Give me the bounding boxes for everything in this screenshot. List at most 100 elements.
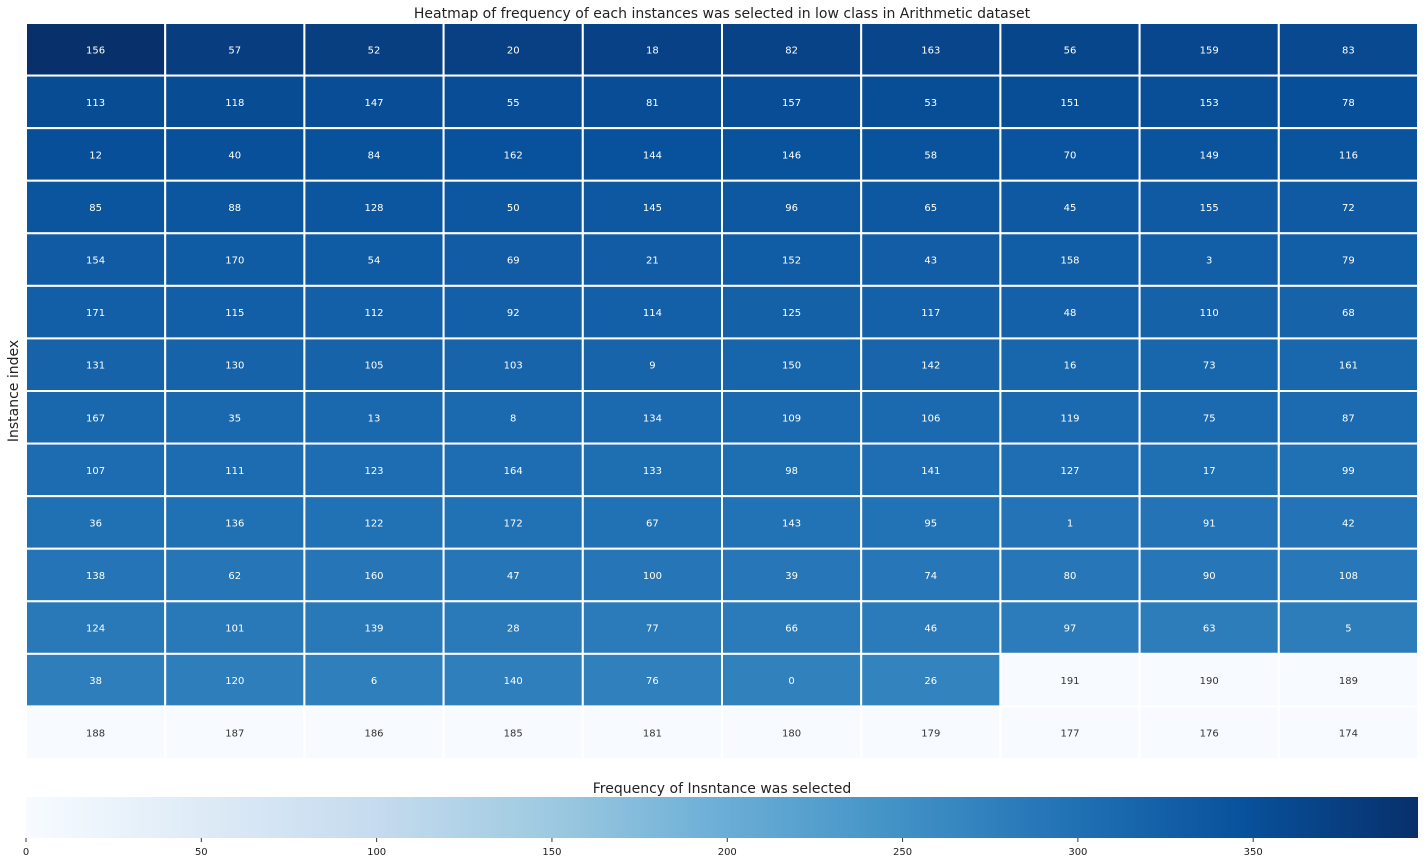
heatmap-cell bbox=[860, 232, 1002, 287]
cell-label: 53 bbox=[924, 98, 937, 109]
heatmap-cell bbox=[999, 74, 1141, 130]
cell-label: 151 bbox=[1060, 98, 1079, 109]
cell-label: 91 bbox=[1203, 518, 1216, 529]
cell-label: 52 bbox=[368, 45, 381, 56]
heatmap-cell bbox=[1277, 22, 1420, 77]
cell-label: 20 bbox=[507, 45, 520, 56]
cell-label: 67 bbox=[646, 518, 659, 529]
heatmap-cell bbox=[1138, 600, 1280, 655]
cell-label: 38 bbox=[89, 676, 102, 687]
cell-label: 115 bbox=[225, 308, 244, 319]
colorbar-tick-label: 350 bbox=[1244, 847, 1263, 858]
cell-label: 63 bbox=[1203, 624, 1216, 635]
cell-label: 123 bbox=[364, 466, 383, 477]
cell-label: 187 bbox=[225, 729, 244, 740]
cell-label: 21 bbox=[646, 256, 659, 267]
heatmap-cell bbox=[999, 600, 1141, 655]
cell-label: 42 bbox=[1342, 518, 1355, 529]
cell-label: 112 bbox=[364, 308, 383, 319]
cell-label: 176 bbox=[1200, 729, 1219, 740]
cell-label: 125 bbox=[782, 308, 801, 319]
heatmap-cell bbox=[581, 547, 723, 603]
heatmap-cell bbox=[1277, 600, 1420, 655]
heatmap-cell bbox=[164, 652, 306, 708]
heatmap-cell bbox=[25, 127, 167, 182]
cell-label: 48 bbox=[1064, 308, 1077, 319]
cell-label: 161 bbox=[1339, 361, 1358, 372]
cell-label: 68 bbox=[1342, 308, 1355, 319]
cell-label: 95 bbox=[924, 518, 937, 529]
heatmap-cell bbox=[1277, 127, 1420, 182]
cell-label: 144 bbox=[643, 150, 662, 161]
heatmap-cell bbox=[999, 442, 1141, 498]
cell-label: 146 bbox=[782, 150, 801, 161]
colorbar-label: Frequency of Insntance was selected bbox=[593, 781, 851, 797]
cell-label: 13 bbox=[368, 413, 381, 424]
cell-label: 35 bbox=[228, 413, 241, 424]
heatmap-cell bbox=[1138, 74, 1280, 130]
cell-label: 72 bbox=[1342, 203, 1355, 214]
cell-label: 142 bbox=[921, 361, 940, 372]
cell-label: 118 bbox=[225, 98, 244, 109]
heatmap-cell bbox=[581, 495, 723, 550]
heatmap-cell bbox=[1138, 232, 1280, 287]
heatmap-cell bbox=[999, 390, 1141, 445]
heatmap-cell bbox=[25, 22, 167, 77]
heatmap-cell bbox=[1138, 705, 1280, 761]
cell-label: 113 bbox=[86, 98, 105, 109]
heatmap-cell bbox=[1277, 232, 1420, 287]
heatmap-cell bbox=[25, 652, 167, 708]
heatmap-cell bbox=[164, 390, 306, 445]
heatmap-cell bbox=[25, 705, 167, 761]
cell-label: 147 bbox=[364, 98, 383, 109]
cell-label: 107 bbox=[86, 466, 105, 477]
heatmap-cell bbox=[164, 232, 306, 287]
cell-label: 81 bbox=[646, 98, 659, 109]
heatmap-cell bbox=[25, 337, 167, 392]
heatmap-cell bbox=[721, 600, 863, 655]
heatmap-cell bbox=[25, 495, 167, 550]
cell-label: 177 bbox=[1060, 729, 1079, 740]
heatmap-cell bbox=[1277, 547, 1420, 603]
cell-label: 156 bbox=[86, 45, 105, 56]
colorbar-tick-label: 300 bbox=[1068, 847, 1087, 858]
cell-label: 69 bbox=[507, 256, 520, 267]
heatmap-cell bbox=[1138, 337, 1280, 392]
heatmap-cell bbox=[1138, 127, 1280, 182]
cell-label: 111 bbox=[225, 466, 244, 477]
cell-label: 154 bbox=[86, 256, 105, 267]
heatmap-cell bbox=[442, 705, 584, 761]
cell-label: 116 bbox=[1339, 150, 1358, 161]
heatmap-cell bbox=[442, 652, 584, 708]
heatmap-cell bbox=[860, 74, 1002, 130]
heatmap-cell bbox=[999, 705, 1141, 761]
heatmap-cell bbox=[164, 547, 306, 603]
heatmap-cell bbox=[303, 390, 445, 445]
cell-label: 139 bbox=[364, 624, 383, 635]
cell-label: 87 bbox=[1342, 413, 1355, 424]
cell-label: 18 bbox=[646, 45, 659, 56]
heatmap-cell bbox=[303, 284, 445, 340]
cell-label: 159 bbox=[1200, 45, 1219, 56]
cell-label: 96 bbox=[785, 203, 798, 214]
cell-label: 189 bbox=[1339, 676, 1358, 687]
cell-label: 186 bbox=[364, 729, 383, 740]
heatmap-cell bbox=[1138, 495, 1280, 550]
cell-label: 128 bbox=[364, 203, 383, 214]
cell-label: 62 bbox=[228, 571, 241, 582]
heatmap-cell bbox=[860, 705, 1002, 761]
cell-label: 185 bbox=[504, 729, 523, 740]
cell-label: 127 bbox=[1060, 466, 1079, 477]
cell-label: 133 bbox=[643, 466, 662, 477]
y-axis-label: Instance index bbox=[6, 340, 22, 442]
heatmap-cell bbox=[25, 442, 167, 498]
heatmap-cell bbox=[860, 390, 1002, 445]
cell-label: 158 bbox=[1060, 256, 1079, 267]
heatmap-cell bbox=[721, 22, 863, 77]
cell-label: 65 bbox=[924, 203, 937, 214]
cell-label: 155 bbox=[1200, 203, 1219, 214]
cell-label: 26 bbox=[924, 676, 937, 687]
cell-label: 75 bbox=[1203, 413, 1216, 424]
cell-label: 162 bbox=[504, 150, 523, 161]
cell-label: 45 bbox=[1064, 203, 1077, 214]
